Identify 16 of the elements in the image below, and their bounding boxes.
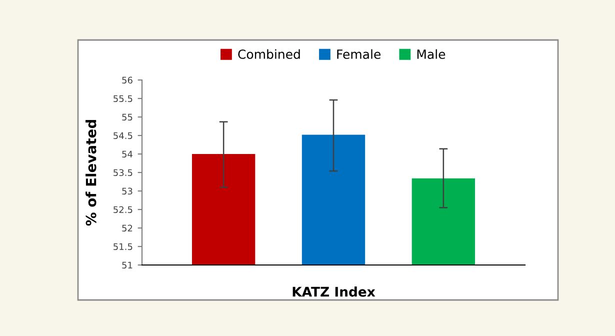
y-tick-label: 54 [122,150,132,158]
y-tick-label: 55.5 [114,95,132,102]
y-tick-label: 52 [122,224,132,232]
legend-label: Female [337,49,381,59]
y-axis-title: % of Elevated [86,120,96,226]
legend-label: Male [417,49,446,59]
y-tick-label: 52.5 [114,206,132,214]
y-tick-label: 51 [122,262,132,269]
y-tick-label: 55 [122,114,132,121]
y-tick-label: 51.5 [114,243,132,250]
y-tick-label: 53 [122,188,132,195]
legend-label: Combined [238,49,300,59]
x-axis-title: KATZ Index [292,286,376,297]
y-tick-label: 56 [122,76,132,84]
y-tick-label: 54.5 [114,132,132,140]
y-tick-label: 53.5 [114,169,132,176]
